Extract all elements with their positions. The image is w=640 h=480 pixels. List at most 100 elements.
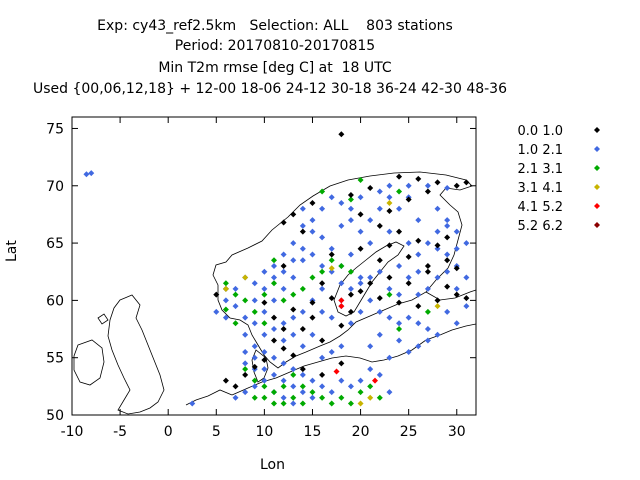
data-point [222, 314, 229, 321]
data-point [271, 263, 277, 269]
data-point [415, 251, 422, 258]
data-point [396, 263, 403, 269]
x-tick-label: 10 [255, 424, 273, 440]
data-point [299, 205, 306, 212]
data-point [424, 326, 431, 333]
legend: 0.0 1.0 1.0 2.1 2.1 3.1 3.1 4.1 4.1 5.2 5.2 6… [518, 124, 600, 234]
data-point [299, 285, 306, 292]
data-point [251, 280, 258, 287]
data-point [367, 217, 374, 224]
data-point [347, 196, 354, 203]
data-point [453, 228, 460, 235]
chart-title-line-4: Used {00,06,12,18} + 12-00 18-06 24-12 3… [32, 81, 507, 97]
data-point [434, 228, 441, 235]
data-point [271, 297, 277, 304]
data-point [396, 291, 403, 298]
x-tick-label: 15 [304, 424, 322, 440]
data-point [338, 377, 345, 384]
data-point [261, 285, 268, 292]
x-tick-label: 20 [352, 424, 370, 440]
data-point [290, 352, 297, 359]
chart-title-line-1: Exp: cy43_ref2.5km Selection: ALL 803 st… [97, 18, 453, 34]
data-point [299, 228, 306, 235]
coastline-map [73, 171, 477, 415]
data-point [242, 371, 249, 378]
data-point [444, 283, 451, 290]
data-point [280, 345, 287, 352]
data-point [271, 280, 277, 287]
data-point [261, 356, 268, 363]
data-point [271, 354, 277, 361]
data-point [405, 253, 412, 260]
data-point [434, 205, 441, 212]
data-point [434, 245, 441, 252]
data-point [299, 383, 306, 390]
data-point [386, 182, 393, 189]
data-point [367, 366, 374, 373]
data-point [338, 343, 345, 350]
data-point [319, 268, 326, 275]
data-point [444, 217, 451, 224]
data-point [376, 268, 383, 275]
data-point [242, 389, 249, 396]
legend-marker [594, 184, 600, 190]
data-point [328, 389, 335, 396]
data-point [453, 182, 460, 189]
data-point [376, 331, 383, 338]
data-point [444, 308, 451, 315]
data-point [280, 219, 287, 226]
data-point [376, 188, 383, 195]
y-tick-label: 60 [46, 293, 64, 309]
data-point [396, 228, 403, 235]
data-point [222, 285, 229, 292]
data-point [444, 185, 451, 192]
data-point [290, 383, 297, 390]
data-point [367, 383, 374, 390]
legend-label: 3.1 4.1 [518, 181, 563, 196]
data-point [280, 326, 287, 333]
data-point [415, 320, 422, 327]
data-point [242, 360, 249, 367]
data-point [357, 211, 364, 218]
data-point [386, 274, 393, 281]
data-point [309, 274, 316, 281]
data-point [242, 274, 249, 281]
data-point [251, 308, 258, 315]
data-point [328, 268, 335, 275]
data-point [357, 308, 364, 315]
data-point [251, 383, 258, 390]
data-point [338, 297, 345, 304]
data-point [271, 371, 277, 378]
data-point [367, 185, 374, 192]
data-point [357, 194, 364, 201]
x-tick-label: -5 [113, 424, 127, 440]
data-point [271, 389, 277, 396]
x-tick-label: 25 [400, 424, 418, 440]
data-point [271, 314, 277, 321]
data-point [424, 308, 431, 315]
data-point [189, 400, 196, 407]
data-point [386, 285, 393, 292]
legend-label: 4.1 5.2 [518, 200, 563, 215]
data-point [463, 179, 470, 186]
legend-label: 5.2 6.2 [518, 219, 563, 234]
data-point [242, 331, 249, 338]
data-point [309, 199, 316, 206]
x-tick-label: 0 [164, 424, 173, 440]
data-point [453, 320, 460, 327]
data-point [338, 280, 345, 287]
data-point [347, 400, 354, 407]
data-point [280, 383, 287, 390]
island-coast [97, 313, 109, 325]
data-point [251, 343, 258, 350]
x-axis-label: Lon [260, 457, 285, 473]
data-point [338, 131, 345, 138]
data-point [386, 194, 393, 201]
data-point [338, 322, 345, 329]
data-point [319, 188, 326, 195]
data-point [328, 265, 335, 272]
data-point [280, 394, 287, 401]
data-point [261, 348, 268, 355]
data-point [290, 400, 297, 407]
